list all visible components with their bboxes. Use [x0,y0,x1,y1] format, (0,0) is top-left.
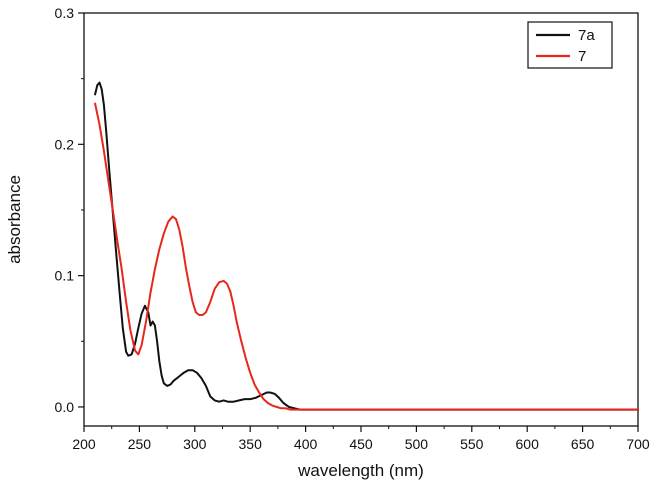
y-axis-ticks: 0.0 0.1 0.2 0.3 [55,5,84,415]
legend: 7a7 [527,21,613,69]
legend-label-7: 7 [578,48,586,65]
y-tick-label: 0.2 [55,136,75,152]
y-tick-label: 0.3 [55,5,75,21]
y-tick-label: 0.0 [55,399,75,415]
x-tick-label: 250 [128,436,152,452]
x-tick-label: 300 [183,436,207,452]
x-tick-label: 350 [239,436,263,452]
x-tick-label: 500 [405,436,429,452]
x-tick-label: 550 [460,436,484,452]
series-line-7a [94,81,639,411]
x-axis-title: wavelength (nm) [297,461,424,480]
legend-label-7a: 7a [578,27,595,44]
x-tick-label: 700 [626,436,650,452]
x-axis-ticks: 200 250 300 350 400 450 500 550 600 650 700 [72,426,650,452]
x-tick-label: 200 [72,436,96,452]
legend-box [527,21,613,69]
x-tick-label: 450 [349,436,373,452]
y-tick-label: 0.1 [55,268,75,284]
series-line-7 [94,102,639,411]
y-axis-title: absorbance [5,175,24,264]
x-tick-label: 650 [571,436,595,452]
x-tick-label: 600 [516,436,540,452]
x-tick-label: 400 [294,436,318,452]
series-layer [94,81,639,411]
plot-border [83,12,639,427]
plot-frame [83,12,639,427]
